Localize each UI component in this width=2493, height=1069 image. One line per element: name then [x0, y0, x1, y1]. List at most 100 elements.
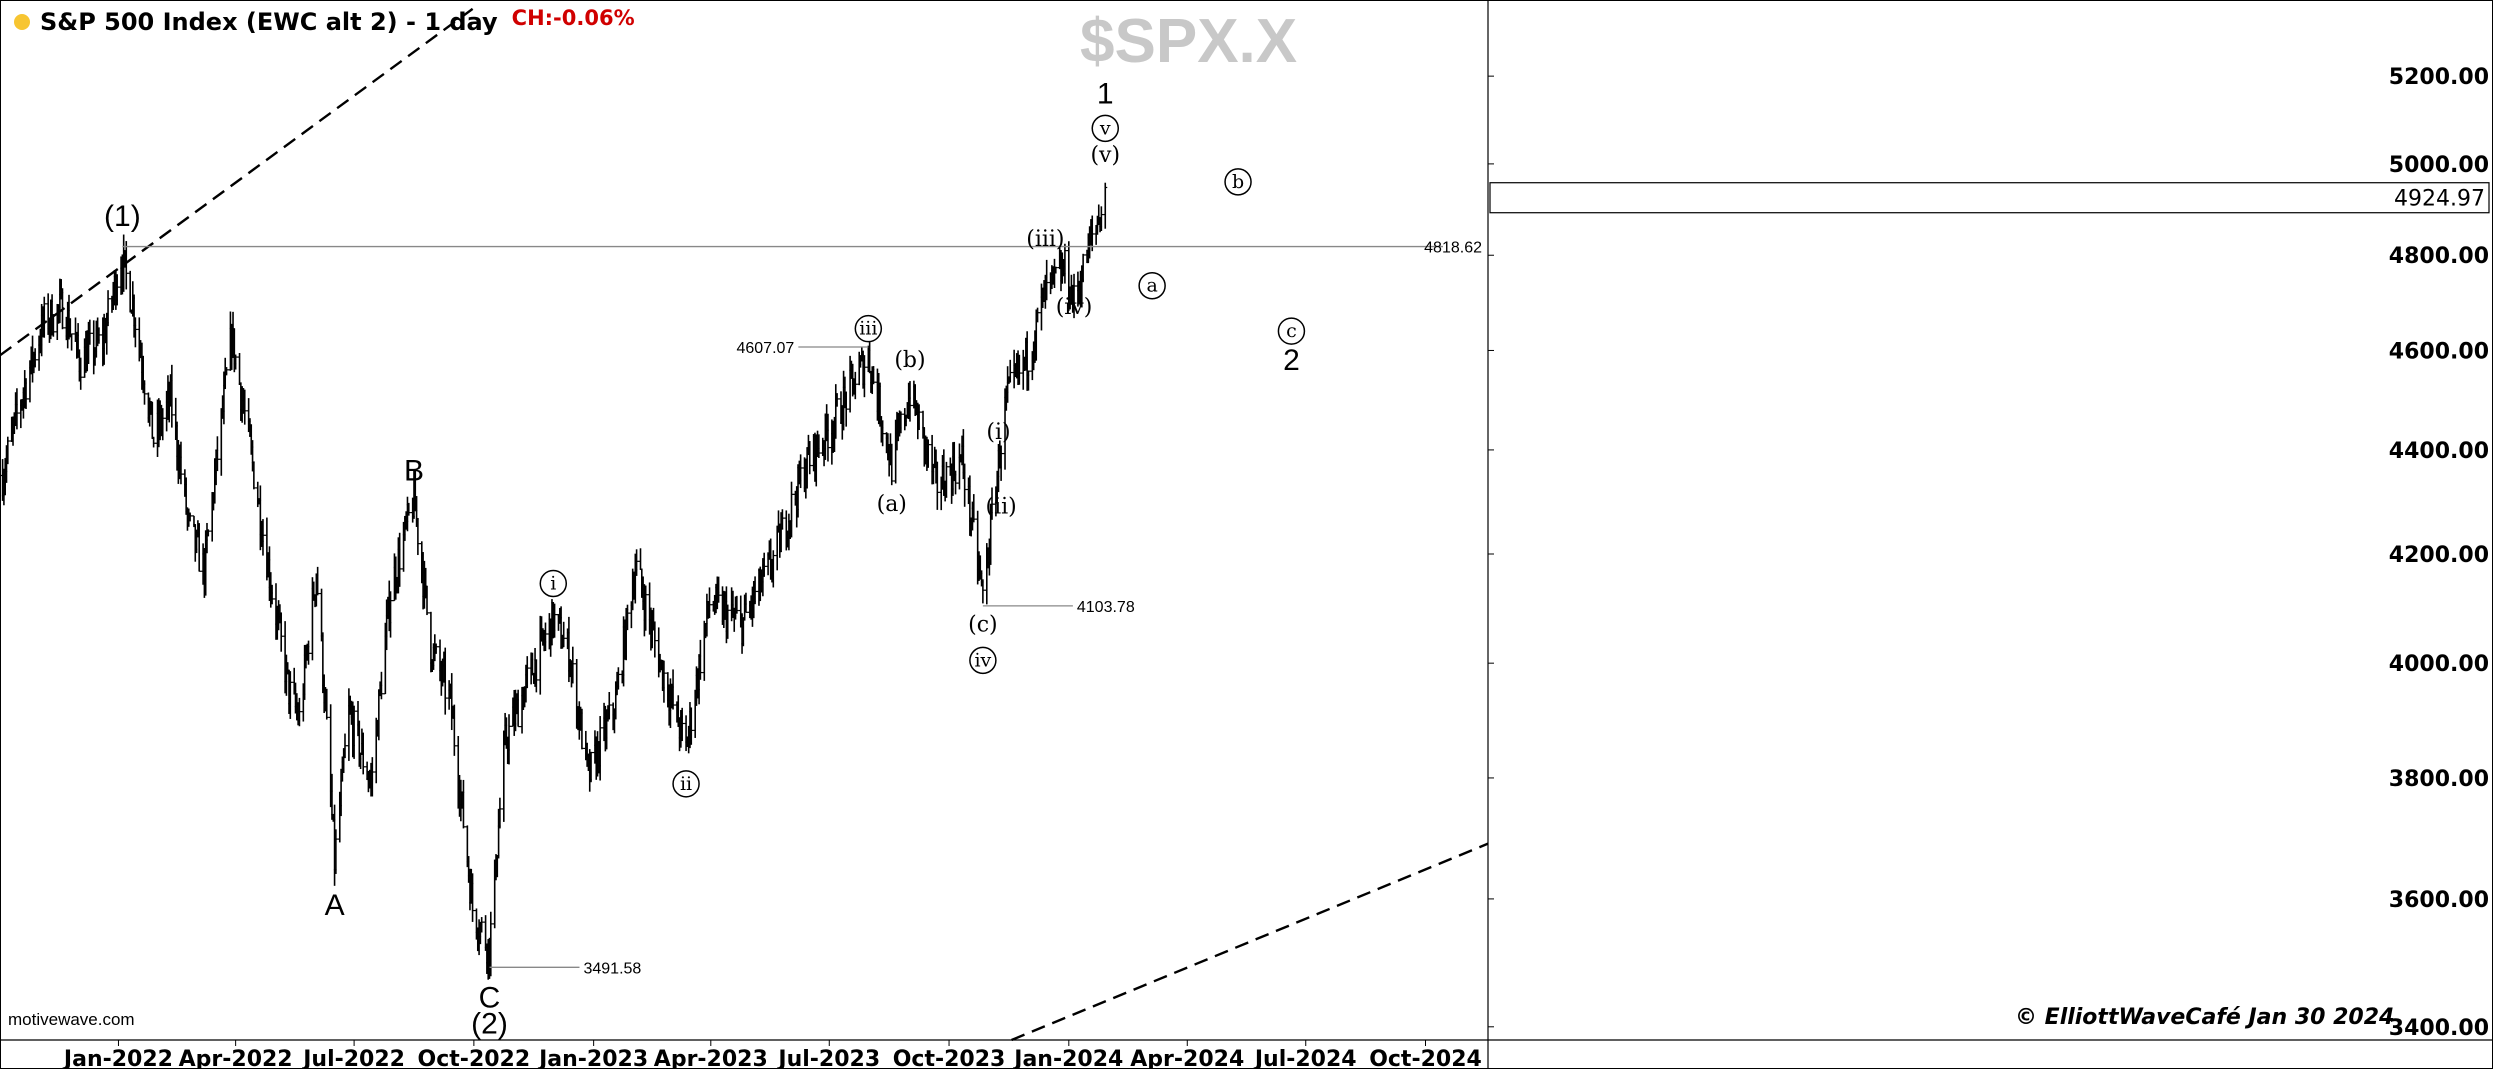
- ohlc-bar: [51, 314, 56, 337]
- ohlc-bar: [898, 411, 903, 434]
- svg-text:a: a: [1146, 275, 1157, 297]
- ohlc-bar: [1099, 206, 1104, 232]
- x-tick-label: Oct-2024: [1369, 1047, 1482, 1069]
- wave-label-(v): (v): [1090, 143, 1120, 168]
- ohlc-bar: [971, 494, 976, 523]
- svg-text:iii: iii: [859, 318, 877, 340]
- x-tick-label: Apr-2022: [179, 1047, 293, 1069]
- ohlc-bar: [570, 646, 575, 684]
- ohlc-bar: [638, 548, 643, 571]
- chart-header: S&P 500 Index (EWC alt 2) - 1 day CH:-0.…: [14, 6, 635, 36]
- wave-label-ii: ii: [672, 770, 700, 798]
- x-tick-label: Oct-2022: [418, 1047, 531, 1069]
- ohlc-bar: [753, 576, 758, 605]
- ohlc-bar: [999, 445, 1004, 481]
- ohlc-bar: [543, 622, 548, 652]
- ohlc-bar: [14, 388, 19, 430]
- wave-label-B: B: [404, 454, 424, 487]
- y-tick-label: 5200.00: [2389, 65, 2489, 90]
- ohlc-bar: [725, 604, 730, 639]
- ohlc-bar: [160, 408, 165, 441]
- ohlc-bar: [1090, 215, 1095, 252]
- price-label: 3491.58: [583, 960, 641, 977]
- ohlc-bar: [242, 389, 247, 425]
- svg-text:c: c: [1286, 320, 1297, 342]
- ohlc-bar: [197, 523, 202, 572]
- y-tick-label: 3600.00: [2389, 888, 2489, 913]
- ohlc-bar: [589, 751, 594, 783]
- y-tick-label: 4400.00: [2389, 439, 2489, 464]
- ohlc-bar: [616, 667, 621, 690]
- ohlc-bar: [907, 381, 912, 422]
- y-tick-label: 4600.00: [2389, 339, 2489, 364]
- ohlc-bar: [128, 270, 133, 313]
- ohlc-bar: [1062, 243, 1067, 284]
- wave-label-(i): (i): [986, 420, 1010, 445]
- ohlc-bar: [671, 669, 676, 710]
- ohlc-bar: [142, 380, 147, 405]
- change-percent: CH:-0.06%: [511, 6, 635, 30]
- wave-label-1: 1: [1097, 77, 1114, 110]
- y-tick-label: 5000.00: [2389, 153, 2489, 178]
- ohlc-bar: [151, 436, 156, 448]
- ohlc-bar: [470, 873, 475, 922]
- wave-label-(2): (2): [471, 1008, 508, 1041]
- ohlc-bar: [178, 441, 183, 485]
- ohlc-bar: [607, 692, 612, 720]
- ohlc-bar: [561, 621, 566, 648]
- ohlc-bar: [579, 708, 584, 750]
- ohlc-bar: [215, 436, 220, 472]
- wave-label-a: a: [1138, 271, 1166, 300]
- wave-labels: (1)ABC(2)iiiiii(a)(b)(c)iv(i)(ii)(iii)(i…: [104, 77, 1306, 1041]
- ohlc-bar: [816, 434, 821, 458]
- ohlc-bar: [743, 592, 748, 613]
- wave-label-iii: iii: [854, 314, 883, 343]
- ohlc-bar: [497, 797, 502, 829]
- x-tick-label: Jul-2024: [1253, 1047, 1357, 1069]
- ohlc-bar: [652, 621, 657, 658]
- ohlc-bar: [260, 519, 265, 556]
- ohlc-bar: [689, 707, 694, 745]
- x-tick-label: Jan-2023: [537, 1047, 648, 1069]
- ohlc-bar: [397, 532, 402, 587]
- wave-label-c: c: [1277, 317, 1306, 345]
- x-tick-label: Jul-2022: [301, 1047, 405, 1069]
- ohlc-bar: [1081, 253, 1086, 283]
- x-tick-label: Oct-2023: [893, 1047, 1006, 1069]
- ohlc-bar: [525, 656, 530, 689]
- wave-label-(ii): (ii): [985, 495, 1016, 520]
- ohlc-bar: [707, 587, 712, 619]
- wave-label-(b): (b): [894, 348, 925, 373]
- ohlc-bar: [87, 319, 92, 345]
- ohlc-bar: [488, 911, 493, 977]
- wave-label-(c): (c): [968, 612, 998, 637]
- wave-label-(iii): (iii): [1026, 227, 1064, 252]
- ohlc-bar: [24, 378, 29, 409]
- svg-text:iv: iv: [974, 649, 991, 671]
- ohlc-bar: [871, 366, 876, 385]
- svg-text:i: i: [550, 572, 556, 594]
- ohlc-bar: [771, 550, 776, 588]
- trendline-1: [0, 3, 480, 357]
- ohlc-bar: [251, 461, 256, 490]
- wave-label-C: C: [479, 981, 501, 1014]
- ohlc-bar: [443, 647, 448, 715]
- ohlc-bar: [516, 689, 521, 728]
- ohlc-bar: [388, 591, 393, 638]
- wave-label-(iv): (iv): [1056, 295, 1093, 320]
- axes: 5200.00 5000.00 4800.00 4600.00 4400.00 4200.…: [62, 65, 2490, 1069]
- ohlc-bar: [1017, 354, 1022, 385]
- ohlc-bar: [449, 673, 454, 731]
- ohlc-bar: [880, 420, 885, 447]
- ohlc-bar: [798, 454, 803, 489]
- ohlc-bar: [953, 470, 958, 495]
- x-tick-label: Jan-2024: [1012, 1047, 1123, 1069]
- ohlc-bar: [279, 612, 284, 652]
- ohlc-bar: [1026, 370, 1031, 391]
- symbol-watermark: $SPX.X: [1080, 7, 1298, 76]
- wave-label-iv: iv: [969, 646, 997, 675]
- ohlc-bar: [507, 714, 512, 765]
- ohlc-bar: [990, 487, 994, 520]
- ohlc-bar: [552, 603, 557, 638]
